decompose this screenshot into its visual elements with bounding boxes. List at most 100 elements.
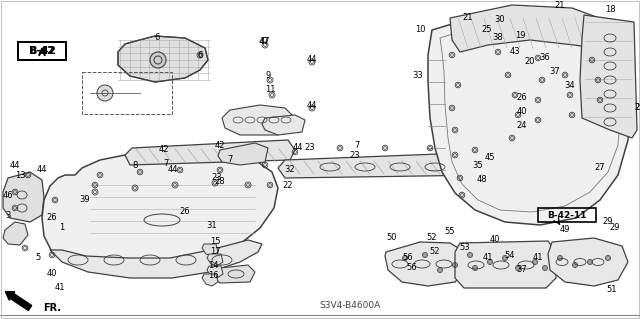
Polygon shape bbox=[428, 10, 632, 225]
Text: 19: 19 bbox=[515, 31, 525, 40]
Text: 23: 23 bbox=[212, 174, 222, 182]
Text: 8: 8 bbox=[132, 160, 138, 169]
Bar bbox=[18, 42, 66, 60]
Text: 51: 51 bbox=[607, 286, 617, 294]
Text: 7: 7 bbox=[355, 140, 360, 150]
Text: 46: 46 bbox=[3, 190, 13, 199]
Text: 52: 52 bbox=[429, 248, 440, 256]
Text: 25: 25 bbox=[482, 26, 492, 34]
Text: 16: 16 bbox=[208, 271, 218, 279]
Text: 56: 56 bbox=[403, 254, 413, 263]
Text: S3V4-B4600A: S3V4-B4600A bbox=[319, 300, 381, 309]
Text: 21: 21 bbox=[555, 1, 565, 10]
Polygon shape bbox=[125, 140, 295, 165]
Polygon shape bbox=[207, 254, 223, 266]
Text: 40: 40 bbox=[47, 270, 57, 278]
Text: 26: 26 bbox=[47, 213, 58, 222]
Text: 47: 47 bbox=[260, 38, 270, 47]
Bar bbox=[18, 42, 66, 60]
Text: 26: 26 bbox=[180, 207, 190, 217]
Text: 44: 44 bbox=[307, 100, 317, 109]
Polygon shape bbox=[3, 172, 44, 222]
Text: 47: 47 bbox=[259, 38, 269, 47]
Text: 53: 53 bbox=[460, 243, 470, 253]
Text: 41: 41 bbox=[532, 254, 543, 263]
Text: 23: 23 bbox=[349, 151, 360, 160]
Text: 29: 29 bbox=[603, 218, 613, 226]
Polygon shape bbox=[3, 222, 28, 245]
Text: 22: 22 bbox=[283, 181, 293, 189]
Text: 24: 24 bbox=[516, 121, 527, 130]
Text: 41: 41 bbox=[483, 254, 493, 263]
Polygon shape bbox=[580, 15, 637, 138]
Text: 15: 15 bbox=[210, 238, 220, 247]
Text: 29: 29 bbox=[610, 224, 620, 233]
Text: 21: 21 bbox=[463, 13, 473, 23]
Text: 23: 23 bbox=[305, 144, 316, 152]
Text: 35: 35 bbox=[473, 160, 483, 169]
Text: 55: 55 bbox=[445, 227, 455, 236]
Bar bbox=[538, 208, 596, 222]
Text: 52: 52 bbox=[427, 234, 437, 242]
Text: 34: 34 bbox=[564, 80, 575, 90]
Text: 40: 40 bbox=[490, 235, 500, 244]
Bar bbox=[82, 72, 172, 114]
Text: 54: 54 bbox=[505, 250, 515, 259]
Text: 56: 56 bbox=[406, 263, 417, 272]
Text: 40: 40 bbox=[516, 108, 527, 116]
Text: 27: 27 bbox=[595, 164, 605, 173]
Text: 20: 20 bbox=[525, 57, 535, 66]
Text: 44: 44 bbox=[292, 144, 303, 152]
Text: 50: 50 bbox=[387, 234, 397, 242]
Circle shape bbox=[150, 52, 166, 68]
Polygon shape bbox=[118, 36, 208, 82]
Circle shape bbox=[97, 85, 113, 101]
Text: 42: 42 bbox=[159, 145, 169, 154]
Text: 42: 42 bbox=[215, 140, 225, 150]
Text: 26: 26 bbox=[516, 93, 527, 102]
Text: 31: 31 bbox=[207, 221, 218, 231]
Polygon shape bbox=[262, 115, 305, 135]
Text: 9: 9 bbox=[266, 70, 271, 79]
Text: 49: 49 bbox=[560, 226, 570, 234]
Text: 37: 37 bbox=[516, 265, 527, 275]
Text: 28: 28 bbox=[214, 177, 225, 187]
Text: FR.: FR. bbox=[43, 303, 61, 313]
Text: 48: 48 bbox=[477, 175, 487, 184]
Text: B-42-11: B-42-11 bbox=[547, 211, 587, 219]
Text: 1: 1 bbox=[60, 224, 65, 233]
Polygon shape bbox=[278, 152, 496, 178]
Text: 7: 7 bbox=[163, 159, 169, 167]
Polygon shape bbox=[385, 242, 468, 286]
Text: 39: 39 bbox=[80, 196, 90, 204]
FancyArrow shape bbox=[5, 292, 31, 310]
Polygon shape bbox=[548, 238, 628, 286]
Text: 30: 30 bbox=[495, 16, 506, 25]
Text: 13: 13 bbox=[15, 170, 26, 180]
Text: 37: 37 bbox=[550, 68, 561, 77]
Text: 11: 11 bbox=[265, 85, 275, 94]
Text: 3: 3 bbox=[5, 211, 11, 219]
Polygon shape bbox=[222, 105, 292, 135]
Text: 36: 36 bbox=[540, 54, 550, 63]
Text: 2: 2 bbox=[634, 103, 639, 113]
Polygon shape bbox=[202, 274, 218, 286]
Text: 32: 32 bbox=[285, 166, 295, 174]
Polygon shape bbox=[50, 240, 262, 278]
Text: 44: 44 bbox=[36, 166, 47, 174]
Text: 44: 44 bbox=[10, 160, 20, 169]
Text: 44: 44 bbox=[168, 166, 179, 174]
Text: B-42: B-42 bbox=[29, 46, 56, 56]
Text: 6: 6 bbox=[197, 50, 203, 60]
Text: 14: 14 bbox=[208, 261, 218, 270]
Text: 2: 2 bbox=[634, 103, 639, 113]
Text: 7: 7 bbox=[227, 155, 233, 165]
Polygon shape bbox=[202, 244, 218, 256]
Text: 6: 6 bbox=[154, 33, 160, 41]
Text: 17: 17 bbox=[210, 248, 220, 256]
Text: B-42: B-42 bbox=[29, 46, 54, 56]
Text: 38: 38 bbox=[493, 33, 504, 42]
Polygon shape bbox=[207, 266, 223, 278]
Polygon shape bbox=[455, 241, 556, 288]
Polygon shape bbox=[42, 150, 278, 270]
